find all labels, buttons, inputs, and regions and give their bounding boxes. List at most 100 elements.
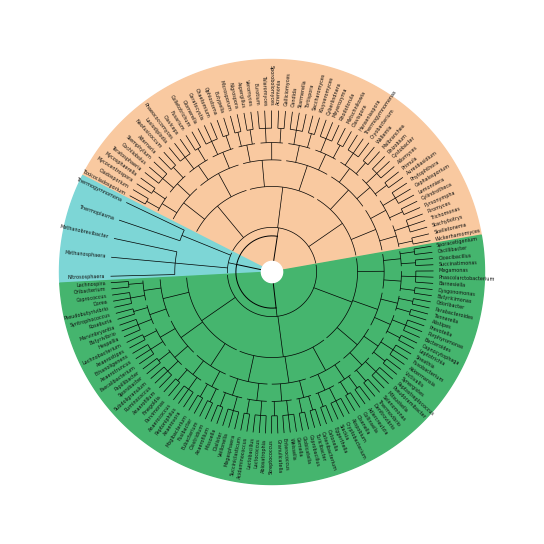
Text: Globicatella: Globicatella: [301, 435, 312, 465]
Text: Thermogymnomona: Thermogymnomona: [75, 176, 122, 202]
Text: Porphyromonas: Porphyromonas: [426, 331, 463, 350]
Text: Piromyces: Piromyces: [426, 201, 452, 214]
Text: Cladosporium: Cladosporium: [98, 168, 130, 189]
Text: Eubacterium: Eubacterium: [181, 420, 200, 450]
Text: Tortispora: Tortispora: [305, 85, 315, 109]
Text: Veillonella: Veillonella: [218, 432, 230, 458]
Text: Peptostreptococcus: Peptostreptococcus: [395, 381, 434, 416]
Text: Enterococcus: Enterococcus: [282, 438, 289, 471]
Text: Anaerotruncus: Anaerotruncus: [100, 360, 133, 383]
Text: Tannerella: Tannerella: [432, 313, 458, 324]
Text: Sporobolomyces: Sporobolomyces: [269, 65, 274, 105]
Text: Cyberlindnera: Cyberlindnera: [326, 81, 342, 116]
Text: Ethanoligenens: Ethanoligenens: [94, 354, 129, 378]
Text: Anaerofillum: Anaerofillum: [132, 390, 157, 416]
Text: Primula: Primula: [401, 155, 419, 170]
Text: Atopobium: Atopobium: [350, 417, 367, 443]
Text: Ophiostoma: Ophiostoma: [203, 86, 218, 116]
Text: Aureobasidium: Aureobasidium: [406, 151, 438, 176]
Text: Anaerofilum: Anaerofilum: [195, 425, 211, 455]
Text: Collinsella: Collinsella: [361, 411, 379, 434]
Text: Streptococcus: Streptococcus: [269, 439, 274, 474]
Text: Ruminococcus: Ruminococcus: [124, 385, 153, 413]
Text: Subdoligranulum: Subdoligranulum: [114, 380, 149, 412]
Text: Sneathia: Sneathia: [415, 355, 436, 370]
Text: Malbranchea: Malbranchea: [381, 122, 406, 149]
Text: Oribacterium: Oribacterium: [73, 287, 107, 295]
Text: Aspergillus: Aspergillus: [236, 81, 245, 108]
Text: Papillibacter: Papillibacter: [113, 370, 140, 392]
Text: Sporobacter: Sporobacter: [118, 375, 144, 398]
Text: Barnesiella: Barnesiella: [438, 281, 466, 288]
Text: Skelletonema: Skelletonema: [434, 222, 467, 235]
Text: Bacteroides: Bacteroides: [423, 337, 452, 354]
Text: Capnocytophaga: Capnocytophaga: [421, 343, 460, 366]
Text: Dialister: Dialister: [212, 430, 224, 451]
Text: Alternaria: Alternaria: [136, 134, 157, 155]
Text: Granulicatella: Granulicatella: [276, 438, 282, 473]
Text: Peptoniphilus: Peptoniphilus: [154, 406, 177, 436]
Text: Cephalosporium: Cephalosporium: [414, 164, 451, 188]
Text: Stemphylium: Stemphylium: [124, 134, 152, 160]
Text: Phaeococcomyces: Phaeococcomyces: [143, 102, 174, 140]
Text: Leptotrichia: Leptotrichia: [418, 349, 446, 367]
Text: Clavispora: Clavispora: [352, 103, 369, 128]
Text: Missoella: Missoella: [205, 428, 218, 450]
Text: Cryptobacterium: Cryptobacterium: [344, 421, 367, 460]
Text: Syntrophococcus: Syntrophococcus: [70, 312, 112, 328]
Text: Weissella: Weissella: [288, 437, 296, 461]
Text: Odoribacter: Odoribacter: [435, 300, 465, 311]
Text: Meyerozyma: Meyerozyma: [332, 87, 349, 119]
Text: Victivallis: Victivallis: [404, 371, 425, 389]
Text: Galliciomyces: Galliciomyces: [283, 72, 291, 106]
Text: Eggerthella: Eggerthella: [332, 426, 347, 454]
Text: Lachnobacterium: Lachnobacterium: [82, 343, 123, 366]
Text: Mycocentrospora: Mycocentrospora: [96, 156, 134, 183]
Text: Glomerella: Glomerella: [181, 99, 198, 125]
Polygon shape: [60, 235, 485, 485]
Text: Akkermansia: Akkermansia: [407, 366, 436, 388]
Text: Adlercreutzia: Adlercreutzia: [366, 407, 389, 436]
Text: Fusarium: Fusarium: [169, 110, 185, 132]
Text: Teratosphaeria: Teratosphaeria: [110, 145, 142, 171]
Text: Slackia: Slackia: [338, 423, 350, 441]
Text: Succinatimonas: Succinatimonas: [438, 260, 478, 267]
Text: Olsenella: Olsenella: [355, 414, 371, 436]
Text: Butyricimonas: Butyricimonas: [437, 294, 472, 304]
Text: Lasiodiplodia: Lasiodiplodia: [143, 117, 168, 145]
Text: Veromyces: Veromyces: [244, 79, 252, 107]
Text: Mogibacterium: Mogibacterium: [165, 413, 188, 448]
Text: Anaerostipes: Anaerostipes: [95, 348, 126, 368]
Text: Rhodotorula: Rhodotorula: [339, 92, 356, 121]
Text: Mitsuokella: Mitsuokella: [386, 390, 409, 413]
Text: Succiniclasticum: Succiniclasticum: [230, 435, 242, 476]
Text: Trichomonas: Trichomonas: [429, 207, 460, 221]
Text: Megasphaera: Megasphaera: [224, 434, 236, 467]
Text: Coprococcus: Coprococcus: [76, 293, 107, 303]
Text: Cochliobolus: Cochliobolus: [120, 141, 147, 165]
Text: Sporacetigenium: Sporacetigenium: [436, 236, 479, 248]
Text: Dysgonomonas: Dysgonomonas: [437, 288, 476, 297]
Text: Cloacibacillus: Cloacibacillus: [438, 253, 472, 261]
Text: Microsporum: Microsporum: [218, 79, 231, 112]
Text: Roseburia: Roseburia: [89, 318, 113, 330]
Text: Stachybotrys: Stachybotrys: [431, 214, 464, 228]
Text: Methanobrevibacter: Methanobrevibacter: [60, 225, 109, 240]
Text: Pseudobutyrivibrio: Pseudobutyrivibrio: [64, 306, 110, 321]
Text: Nigrospora: Nigrospora: [228, 82, 238, 110]
Text: Claviceps: Claviceps: [162, 114, 179, 136]
Text: Catonella: Catonella: [326, 428, 338, 452]
Text: Cystobacter: Cystobacter: [392, 135, 417, 159]
Text: Turicibacter: Turicibacter: [314, 432, 326, 461]
Text: Fusibacter: Fusibacter: [177, 417, 194, 442]
Text: Synergistes: Synergistes: [399, 376, 425, 398]
Text: Wickerhamomyces: Wickerhamomyces: [435, 228, 481, 242]
Text: Denitrovibrio: Denitrovibrio: [372, 403, 395, 431]
Text: Kluyveromyces: Kluyveromyces: [319, 76, 335, 113]
Text: Acremonia: Acremonia: [276, 79, 282, 106]
Text: Metschnikowia: Metschnikowia: [345, 90, 366, 125]
Text: Wallemia: Wallemia: [376, 124, 394, 145]
Text: Abiosatrophia: Abiosatrophia: [261, 438, 268, 473]
Text: Lachnospira: Lachnospira: [76, 281, 106, 288]
Text: Parvimonas: Parvimonas: [145, 398, 167, 424]
